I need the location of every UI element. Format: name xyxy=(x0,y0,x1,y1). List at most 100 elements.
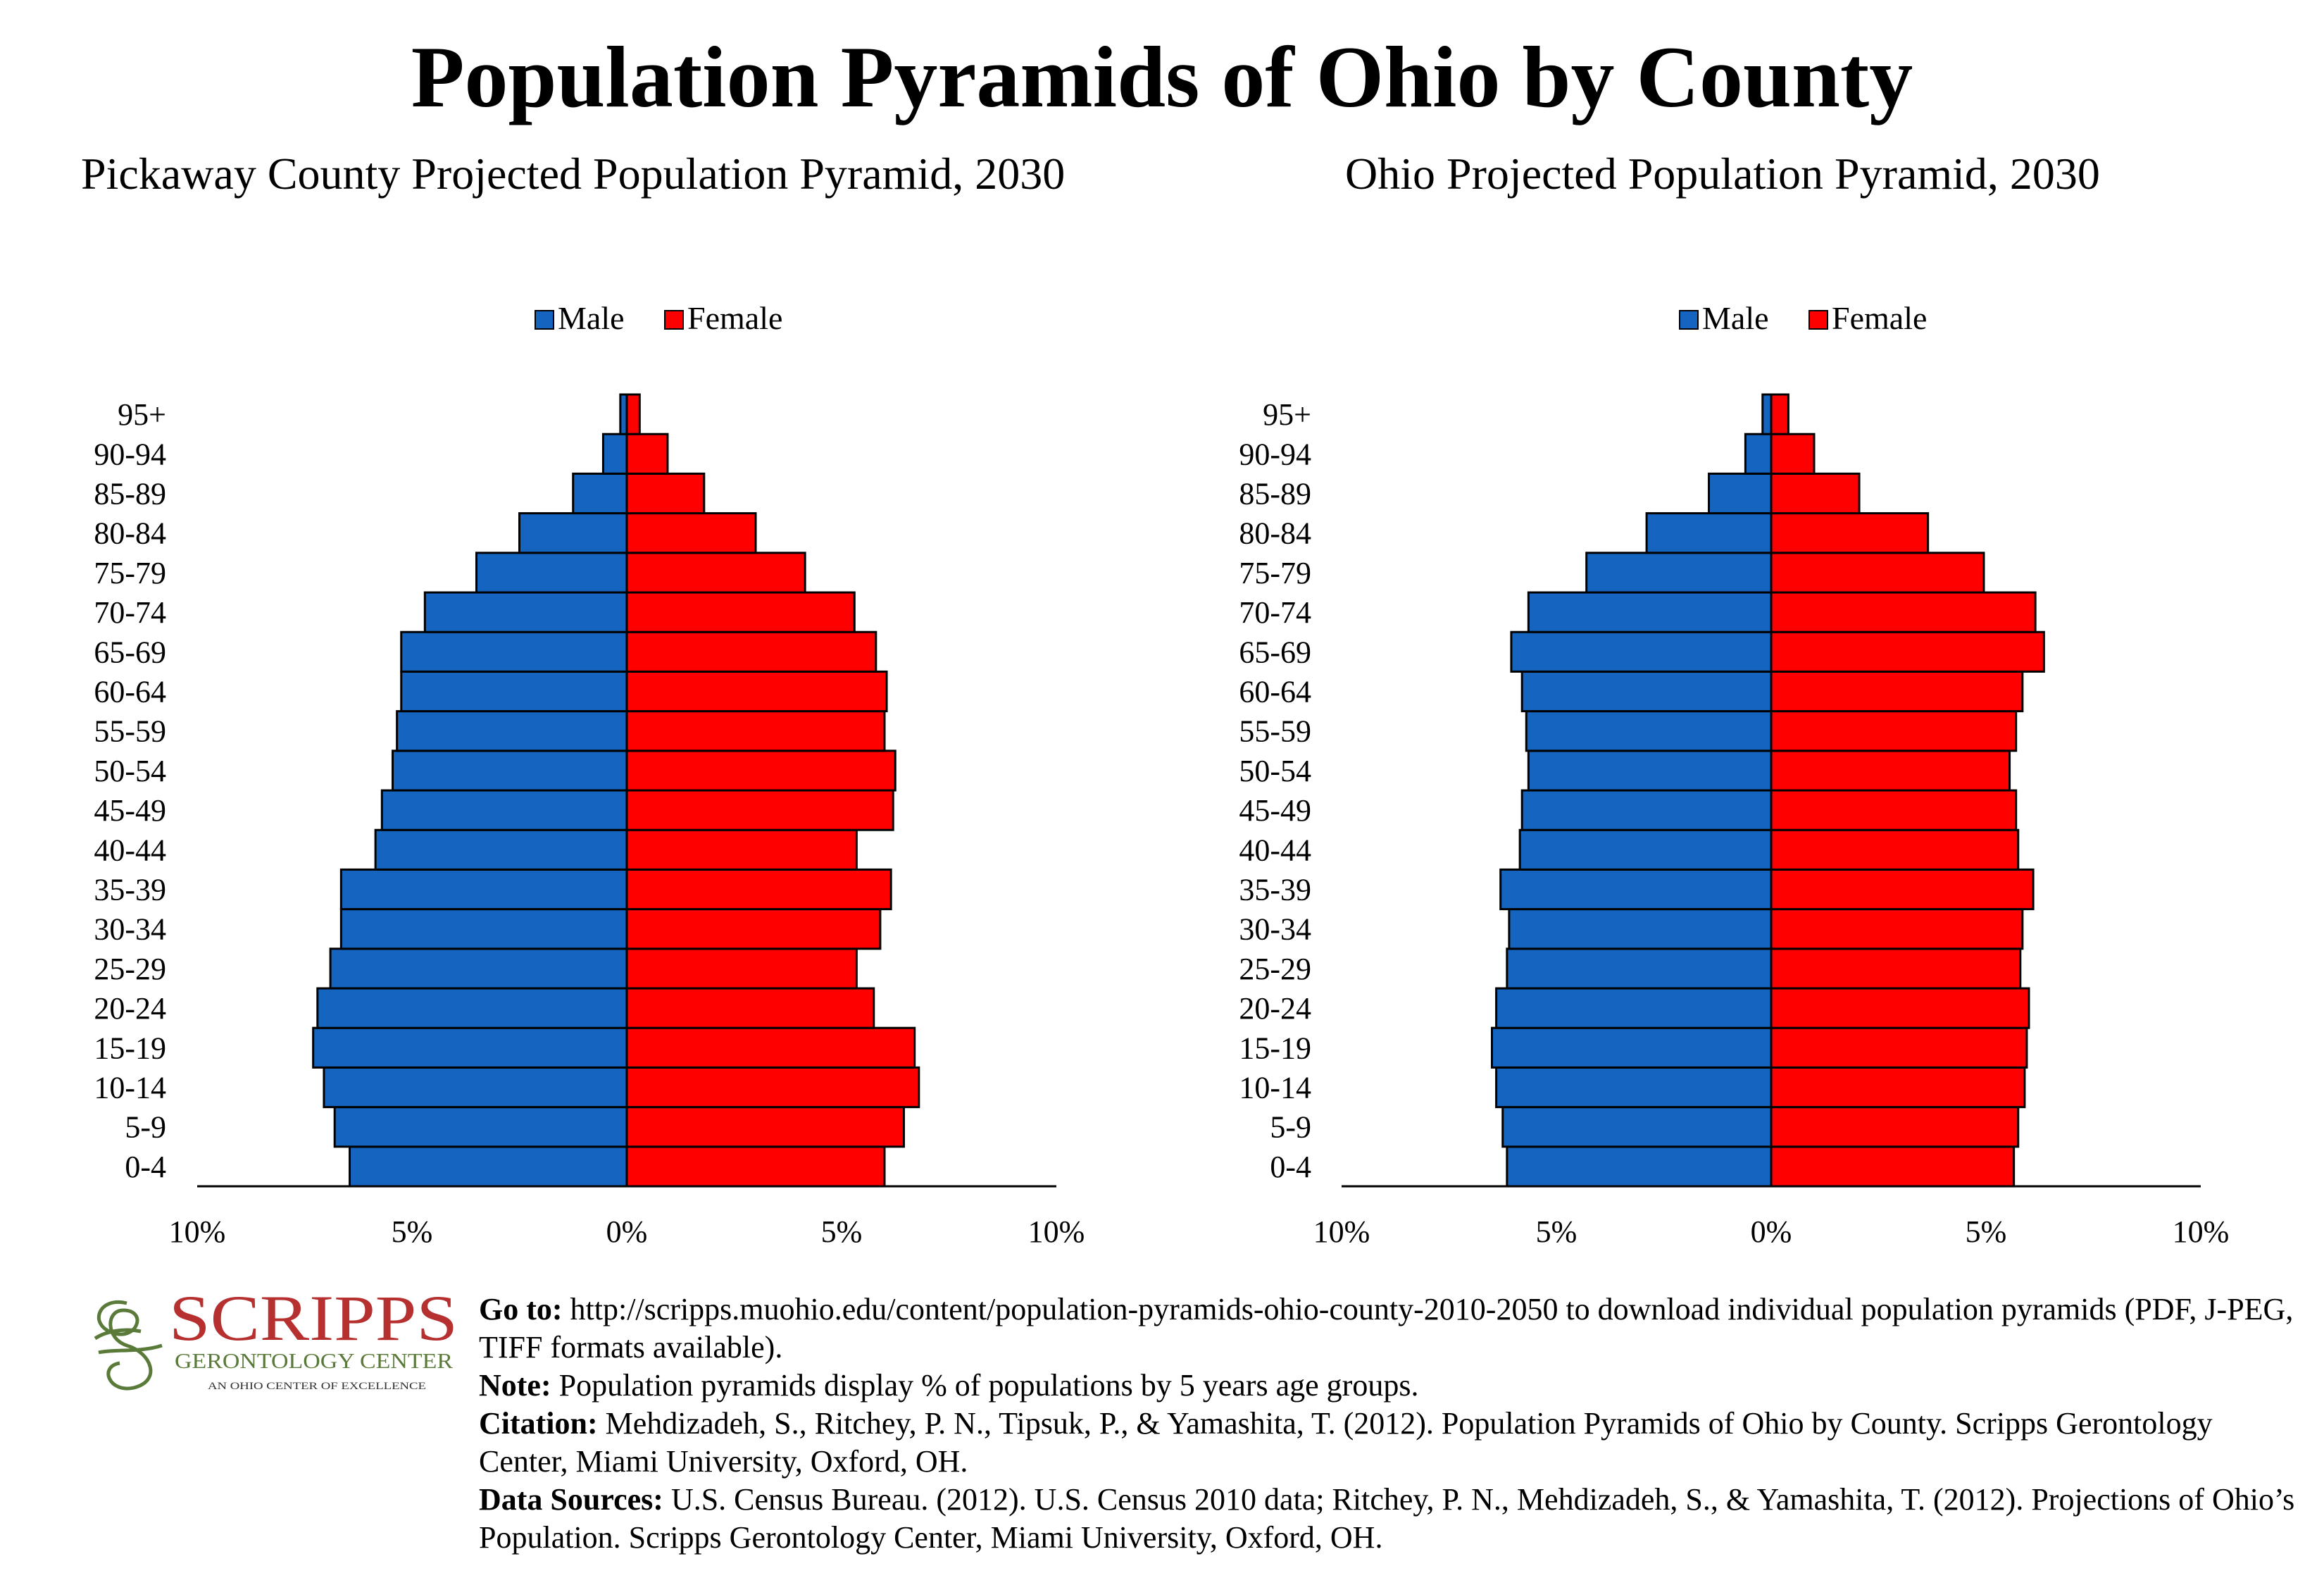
female-bar-85-89 xyxy=(1770,472,1861,515)
female-bar-0-4 xyxy=(625,1145,886,1188)
y-tick-label: 0-4 xyxy=(1270,1150,1311,1184)
male-bar-0-4 xyxy=(349,1145,628,1188)
pyramid-chart-2: Ohio Projected Population Pyramid, 2030 M… xyxy=(1239,149,2229,1249)
population-pyramids: Pickaway County Projected Population Pyr… xyxy=(81,149,2229,1249)
y-tick-label: 15-19 xyxy=(1239,1031,1311,1065)
female-bar-5-9 xyxy=(1770,1106,2020,1148)
male-bar-40-44 xyxy=(1518,828,1773,871)
male-bar-95+ xyxy=(1761,393,1773,435)
y-tick-label: 80-84 xyxy=(1239,516,1311,551)
y-tick-label: 0-4 xyxy=(125,1150,166,1184)
x-tick-label: 5% xyxy=(821,1214,863,1249)
y-tick-label: 85-89 xyxy=(1239,477,1311,511)
male-bar-80-84 xyxy=(518,512,628,554)
male-bar-80-84 xyxy=(1645,512,1773,554)
male-bar-25-29 xyxy=(329,947,628,990)
x-tick-label: 5% xyxy=(392,1214,433,1249)
legend: Male Female xyxy=(1679,300,1927,336)
logo-subtitle: GERONTOLOGY CENTER xyxy=(175,1348,453,1373)
male-bar-5-9 xyxy=(1501,1106,1773,1148)
female-bar-70-74 xyxy=(1770,591,2037,633)
y-tick-label: 5-9 xyxy=(1270,1110,1311,1145)
male-bar-15-19 xyxy=(1491,1026,1773,1069)
female-bar-40-44 xyxy=(625,828,858,871)
male-bar-55-59 xyxy=(1525,710,1773,752)
female-bar-10-14 xyxy=(625,1066,920,1109)
x-tick-label: 5% xyxy=(1536,1214,1578,1249)
male-bar-65-69 xyxy=(400,630,628,673)
female-bar-75-79 xyxy=(625,552,806,594)
female-bar-10-14 xyxy=(1770,1066,2026,1109)
legend-swatch-male xyxy=(1679,310,1699,330)
male-bar-60-64 xyxy=(1520,670,1773,713)
citation-text: Mehdizadeh, S., Ritchey, P. N., Tipsuk, … xyxy=(479,1406,2213,1479)
y-tick-label: 70-74 xyxy=(1239,595,1311,630)
y-tick-label: 50-54 xyxy=(94,754,166,788)
female-bar-20-24 xyxy=(1770,987,2030,1029)
female-bar-95+ xyxy=(625,393,641,435)
female-bar-60-64 xyxy=(625,670,888,713)
female-bar-30-34 xyxy=(625,908,882,950)
y-tick-label: 60-64 xyxy=(94,675,166,709)
female-bar-65-69 xyxy=(1770,630,2045,673)
x-tick-label: 10% xyxy=(1313,1214,1370,1249)
female-bar-0-4 xyxy=(1770,1145,2016,1188)
female-bar-25-29 xyxy=(1770,947,2022,990)
female-bar-40-44 xyxy=(1770,828,2020,871)
male-bar-35-39 xyxy=(1499,868,1773,911)
scripps-logo: SCRIPPS GERONTOLOGY CENTER AN OHIO CENTE… xyxy=(94,1282,458,1392)
y-tick-label: 90-94 xyxy=(94,437,166,471)
legend-swatch-male xyxy=(535,310,554,330)
y-tick-label: 85-89 xyxy=(94,477,166,511)
y-tick-label: 55-59 xyxy=(94,714,166,749)
male-bar-10-14 xyxy=(1495,1066,1773,1109)
y-tick-label: 75-79 xyxy=(1239,556,1311,590)
goto-label: Go to: xyxy=(479,1292,563,1326)
female-bar-15-19 xyxy=(1770,1026,2028,1069)
female-bar-70-74 xyxy=(625,591,856,633)
female-bar-35-39 xyxy=(1770,868,2035,911)
y-tick-label: 40-44 xyxy=(1239,833,1311,867)
y-tick-label: 70-74 xyxy=(94,595,166,630)
y-tick-label: 25-29 xyxy=(94,952,166,986)
male-bar-30-34 xyxy=(339,908,628,950)
female-bar-55-59 xyxy=(1770,710,2018,752)
citation-label: Citation: xyxy=(479,1406,598,1441)
female-bar-50-54 xyxy=(625,750,897,792)
legend-label-female: Female xyxy=(1832,300,1927,336)
legend-label-female: Female xyxy=(687,300,782,336)
y-tick-label: 45-49 xyxy=(1239,793,1311,828)
sources-note: Data Sources: U.S. Census Bureau. (2012)… xyxy=(479,1481,2303,1557)
male-bar-20-24 xyxy=(1495,987,1773,1029)
y-tick-label: 40-44 xyxy=(94,833,166,867)
y-tick-label: 55-59 xyxy=(1239,714,1311,749)
female-bar-30-34 xyxy=(1770,908,2024,950)
y-tick-label: 10-14 xyxy=(1239,1071,1311,1105)
legend-label-male: Male xyxy=(1702,300,1769,336)
y-tick-label: 60-64 xyxy=(1239,675,1311,709)
male-bar-90-94 xyxy=(1744,433,1773,475)
goto-note: Go to: http://scripps.muohio.edu/content… xyxy=(479,1291,2303,1367)
citation-note: Citation: Mehdizadeh, S., Ritchey, P. N.… xyxy=(479,1405,2303,1481)
page-title: Population Pyramids of Ohio by County xyxy=(411,29,1913,125)
x-tick-label: 5% xyxy=(1966,1214,2007,1249)
source-notes: Go to: http://scripps.muohio.edu/content… xyxy=(479,1291,2303,1557)
female-bar-90-94 xyxy=(625,433,669,475)
legend-label-male: Male xyxy=(558,300,625,336)
female-bar-15-19 xyxy=(625,1026,916,1069)
y-tick-label: 90-94 xyxy=(1239,437,1311,471)
y-tick-label: 95+ xyxy=(118,397,166,432)
male-bar-90-94 xyxy=(601,433,628,475)
logo-name: SCRIPPS xyxy=(169,1282,458,1354)
male-bar-15-19 xyxy=(312,1026,628,1069)
male-bar-75-79 xyxy=(1585,552,1773,594)
x-tick-label: 10% xyxy=(2173,1214,2230,1249)
female-bar-55-59 xyxy=(625,710,886,752)
male-bar-25-29 xyxy=(1506,947,1773,990)
x-tick-label: 10% xyxy=(1028,1214,1085,1249)
y-tick-label: 75-79 xyxy=(94,556,166,590)
female-bar-90-94 xyxy=(1770,433,1816,475)
sources-text: U.S. Census Bureau. (2012). U.S. Census … xyxy=(479,1482,2295,1555)
y-tick-label: 25-29 xyxy=(1239,952,1311,986)
note-text: Population pyramids display % of populat… xyxy=(551,1368,1419,1403)
